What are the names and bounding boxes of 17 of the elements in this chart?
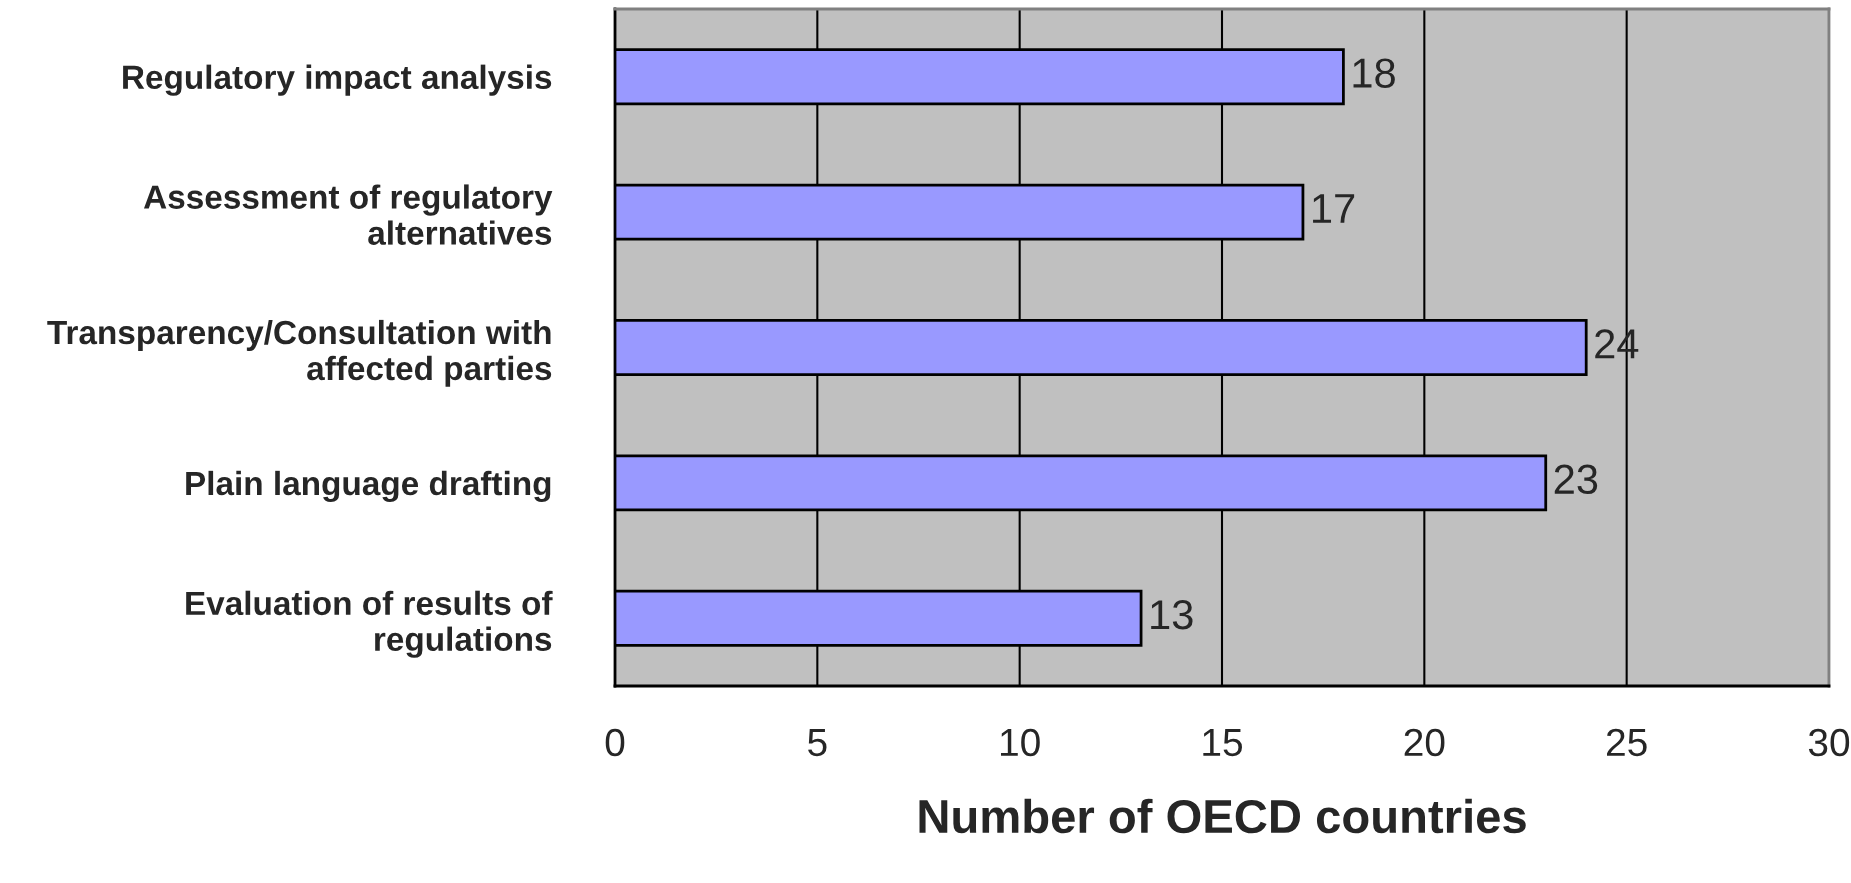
- data-label: 18: [1353, 58, 1395, 88]
- x-tick-label: 20: [1404, 728, 1445, 757]
- y-tick-label: Transparency/Consultation with affected parties: [47, 319, 552, 387]
- x-tick-label: 30: [1808, 728, 1850, 757]
- x-tick-label: 0: [605, 728, 625, 757]
- data-label: 13: [1151, 599, 1193, 630]
- x-axis-title: Number of OECD countries: [919, 798, 1526, 834]
- x-tick-label: 25: [1607, 728, 1647, 757]
- data-label: 17: [1313, 194, 1355, 223]
- x-tick-label: 5: [808, 729, 827, 757]
- y-tick-label: Plain language drafting: [186, 470, 551, 503]
- x-tick-label: 10: [1001, 728, 1040, 757]
- y-tick-label: Evaluation of results of regulations: [186, 590, 553, 658]
- y-tick-label: Regulatory impact analysis: [123, 64, 552, 96]
- data-label: 23: [1554, 464, 1598, 495]
- y-tick-label: Assessment of regulatory alternatives: [143, 184, 553, 245]
- x-tick-label: 15: [1203, 729, 1242, 757]
